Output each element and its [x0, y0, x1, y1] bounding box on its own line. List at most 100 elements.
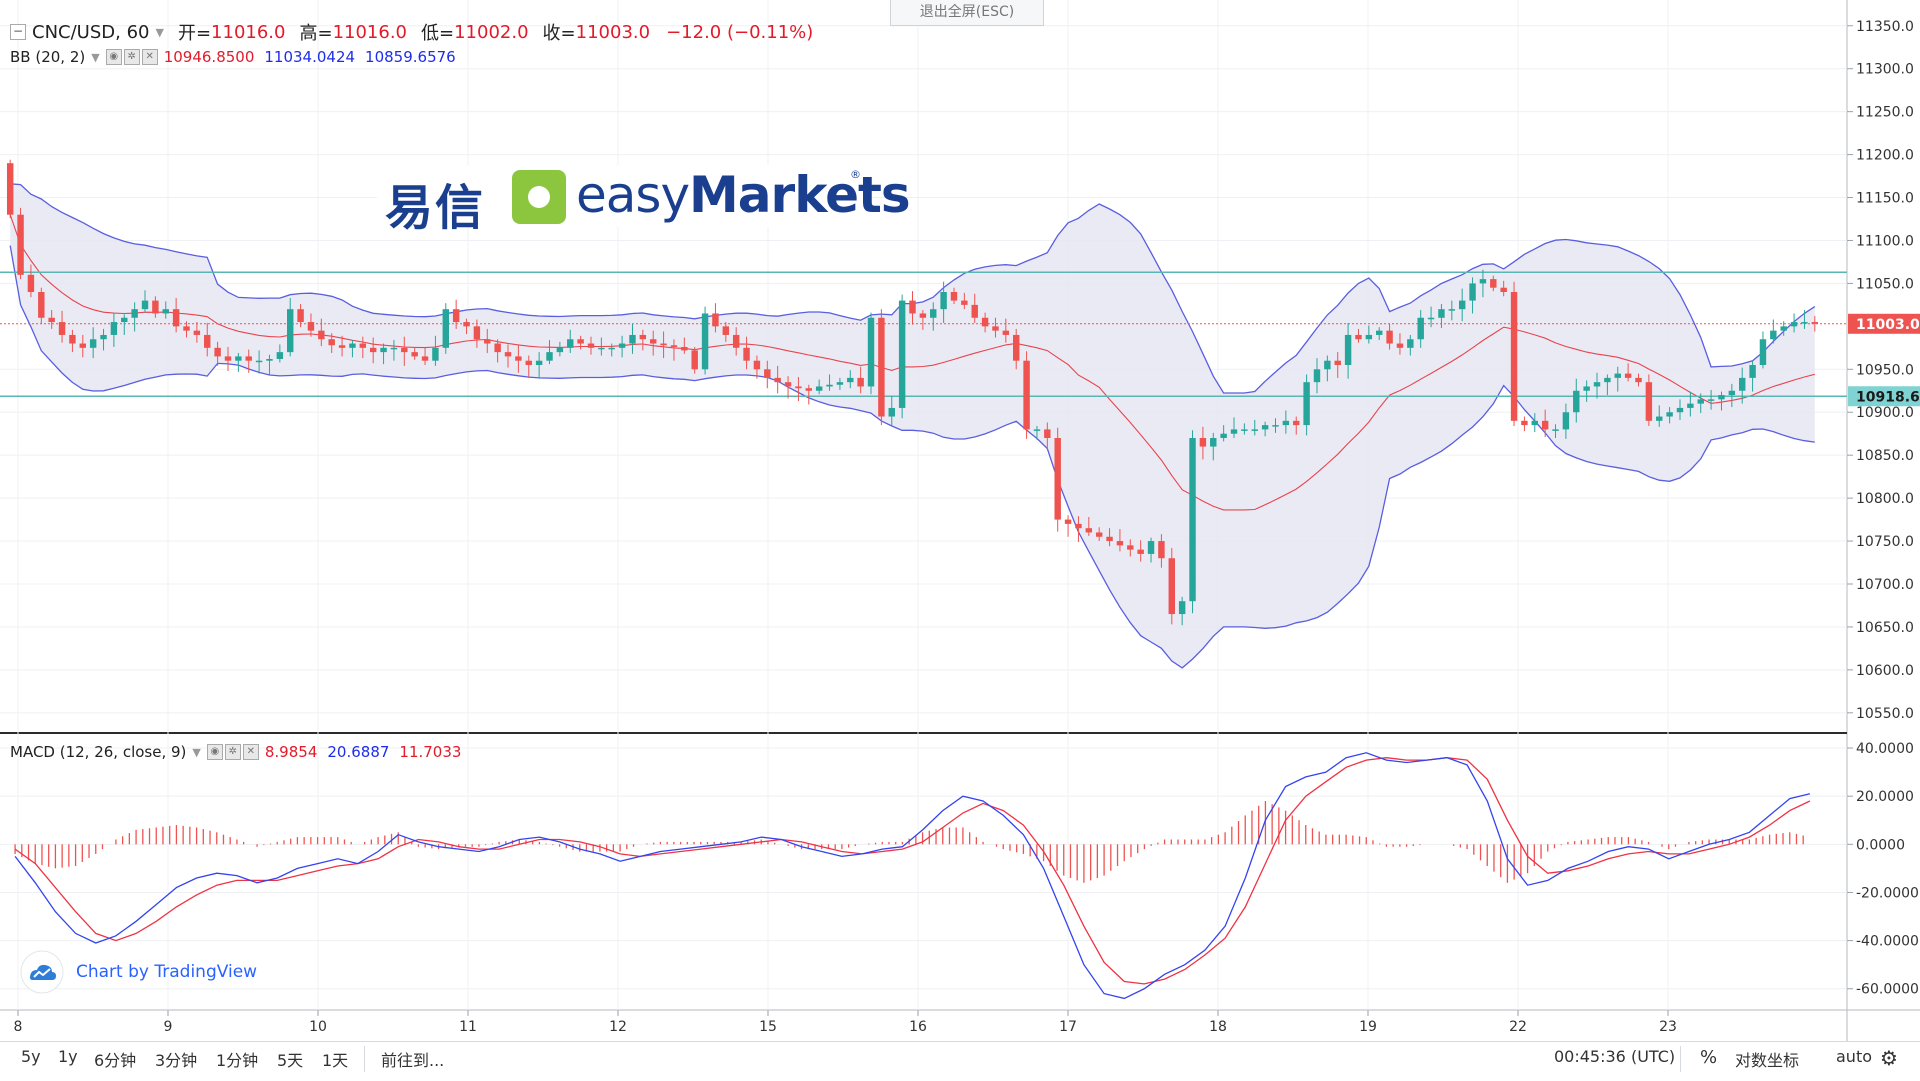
time-tick-label[interactable]: 11 [459, 1019, 477, 1035]
time-tick-label[interactable]: 18 [1209, 1019, 1227, 1035]
minus-square-icon[interactable]: − [10, 24, 26, 40]
candle-body [266, 358, 273, 361]
tradingview-watermark[interactable]: Chart by TradingView [20, 950, 257, 994]
close-icon[interactable]: ✕ [141, 49, 158, 65]
candle-body [245, 356, 252, 361]
range-5d-button[interactable]: 5天 [277, 1051, 304, 1070]
time-tick-label[interactable]: 17 [1059, 1019, 1077, 1035]
utc-clock[interactable]: 00:45:36 (UTC) [1554, 1047, 1676, 1066]
price-tick-label: 10700.0 [1856, 577, 1914, 593]
candle-body [546, 352, 553, 361]
candle-body [847, 377, 854, 383]
candle-body [1064, 519, 1072, 524]
candle-body [1054, 438, 1061, 520]
candle-body [691, 350, 698, 370]
candle-body [1158, 541, 1165, 559]
candle-body [598, 347, 605, 350]
range-1min-button[interactable]: 1分钟 [216, 1051, 259, 1070]
change-value: −12.0 (−0.11%) [666, 21, 814, 43]
candle-body [1728, 390, 1736, 396]
candle-body [380, 347, 387, 353]
candle-body [1438, 309, 1445, 318]
candle-body [1220, 433, 1227, 438]
close-label: 收= [542, 23, 576, 44]
candle-body [1251, 429, 1258, 431]
range-5y-button[interactable]: 5y [21, 1047, 41, 1066]
candle-body [950, 292, 958, 301]
macd-tick-label: -20.0000 [1856, 885, 1919, 901]
eye-icon[interactable]: ◉ [206, 744, 223, 760]
candle-body [141, 300, 149, 310]
time-tick-label[interactable]: 22 [1509, 1019, 1527, 1035]
candle-body [276, 352, 284, 359]
candle-body [318, 330, 325, 340]
time-tick-label[interactable]: 10 [309, 1019, 327, 1035]
candle-body [1189, 438, 1196, 602]
candle-body [1178, 601, 1186, 615]
symbol-legend: − CNC/USD, 60 ▼ 开= 11016.0 高= 11016.0 低= 11… [10, 19, 813, 45]
gear-icon[interactable]: ✲ [224, 744, 241, 760]
time-tick-label[interactable]: 12 [609, 1019, 627, 1035]
candle-body [898, 300, 906, 408]
candle-body [1811, 322, 1819, 324]
tradingview-cloud-icon [20, 950, 64, 994]
time-tick-label[interactable]: 16 [909, 1019, 927, 1035]
price-axis[interactable] [1847, 0, 1920, 1041]
chevron-down-icon[interactable]: ▼ [192, 745, 201, 759]
candle-body [297, 309, 304, 323]
range-1d-button[interactable]: 1天 [322, 1051, 349, 1070]
candle-body [867, 317, 875, 387]
goto-date-button[interactable]: 前往到... [381, 1051, 445, 1070]
range-3min-button[interactable]: 3分钟 [155, 1051, 198, 1070]
candle-body [1604, 377, 1611, 383]
candle-body [649, 339, 657, 344]
candle-body [981, 317, 989, 327]
candle-body [131, 309, 138, 318]
logo-chinese: 易信 [385, 180, 486, 236]
exit-fullscreen-button[interactable]: 退出全屏(ESC) [890, 0, 1044, 26]
price-tick-label: 11200.0 [1856, 148, 1914, 164]
time-tick-label[interactable]: 15 [759, 1019, 777, 1035]
candle-body [1656, 416, 1663, 421]
macd-label[interactable]: MACD (12, 26, close, 9) [10, 743, 187, 761]
chevron-down-icon[interactable]: ▼ [91, 50, 100, 64]
candle-body [1738, 377, 1746, 391]
candle-body [1417, 317, 1424, 340]
price-tick-label: 11150.0 [1856, 191, 1914, 207]
bb-label[interactable]: BB (20, 2) [10, 48, 86, 66]
low-label: 低= [421, 23, 455, 44]
range-1y-button[interactable]: 1y [58, 1047, 78, 1066]
time-tick-label[interactable]: 9 [164, 1019, 173, 1035]
range-6min-button[interactable]: 6分钟 [94, 1051, 137, 1070]
auto-scale-button[interactable]: auto [1836, 1047, 1873, 1066]
eye-icon[interactable]: ◉ [105, 49, 122, 65]
price-tick-label: 10650.0 [1856, 620, 1914, 636]
candle-body [1479, 279, 1487, 284]
close-icon[interactable]: ✕ [242, 744, 259, 760]
candle-body [1261, 425, 1269, 430]
candle-body [681, 346, 688, 351]
gear-icon[interactable]: ✲ [123, 49, 140, 65]
gear-icon[interactable]: ⚙ [1880, 1046, 1898, 1070]
candle-body [515, 356, 522, 361]
macd-signal-line [14, 757, 1811, 985]
time-tick-label[interactable]: 19 [1359, 1019, 1377, 1035]
time-tick-label[interactable]: 23 [1659, 1019, 1677, 1035]
percent-scale-button[interactable]: % [1700, 1047, 1718, 1068]
candle-body [411, 352, 418, 357]
symbol-name[interactable]: CNC/USD, 60 [32, 21, 150, 43]
time-axis-labels[interactable]: 8 9 10 11 12 15 16 17 18 19 22 23 [14, 1010, 1677, 1035]
candle-body [1375, 330, 1383, 335]
candle-body [1624, 373, 1632, 378]
candle-body [764, 369, 771, 378]
candle-body [826, 384, 833, 387]
tradingview-text[interactable]: Chart by TradingView [76, 962, 258, 982]
candle-body [224, 356, 232, 361]
log-scale-button[interactable]: 对数坐标 [1735, 1051, 1800, 1070]
chevron-down-icon[interactable]: ▼ [155, 25, 164, 39]
candle-body [1521, 420, 1528, 426]
horizontal-lines[interactable] [0, 271, 1847, 397]
candle-body [1749, 365, 1756, 378]
time-tick-label[interactable]: 8 [14, 1019, 23, 1035]
